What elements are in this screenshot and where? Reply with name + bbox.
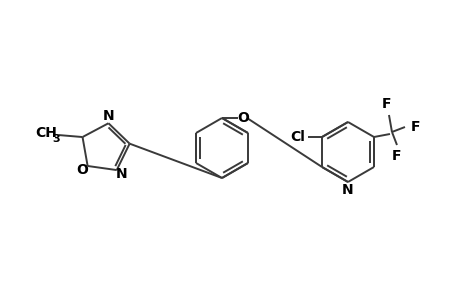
- Text: F: F: [381, 97, 391, 111]
- Text: O: O: [236, 111, 248, 125]
- Text: F: F: [392, 149, 401, 163]
- Text: O: O: [77, 163, 89, 177]
- Text: N: N: [341, 183, 353, 197]
- Text: F: F: [410, 120, 420, 134]
- Text: N: N: [116, 167, 127, 181]
- Text: Cl: Cl: [290, 130, 305, 144]
- Text: N: N: [102, 109, 114, 123]
- Text: CH: CH: [35, 126, 57, 140]
- Text: 3: 3: [53, 134, 60, 144]
